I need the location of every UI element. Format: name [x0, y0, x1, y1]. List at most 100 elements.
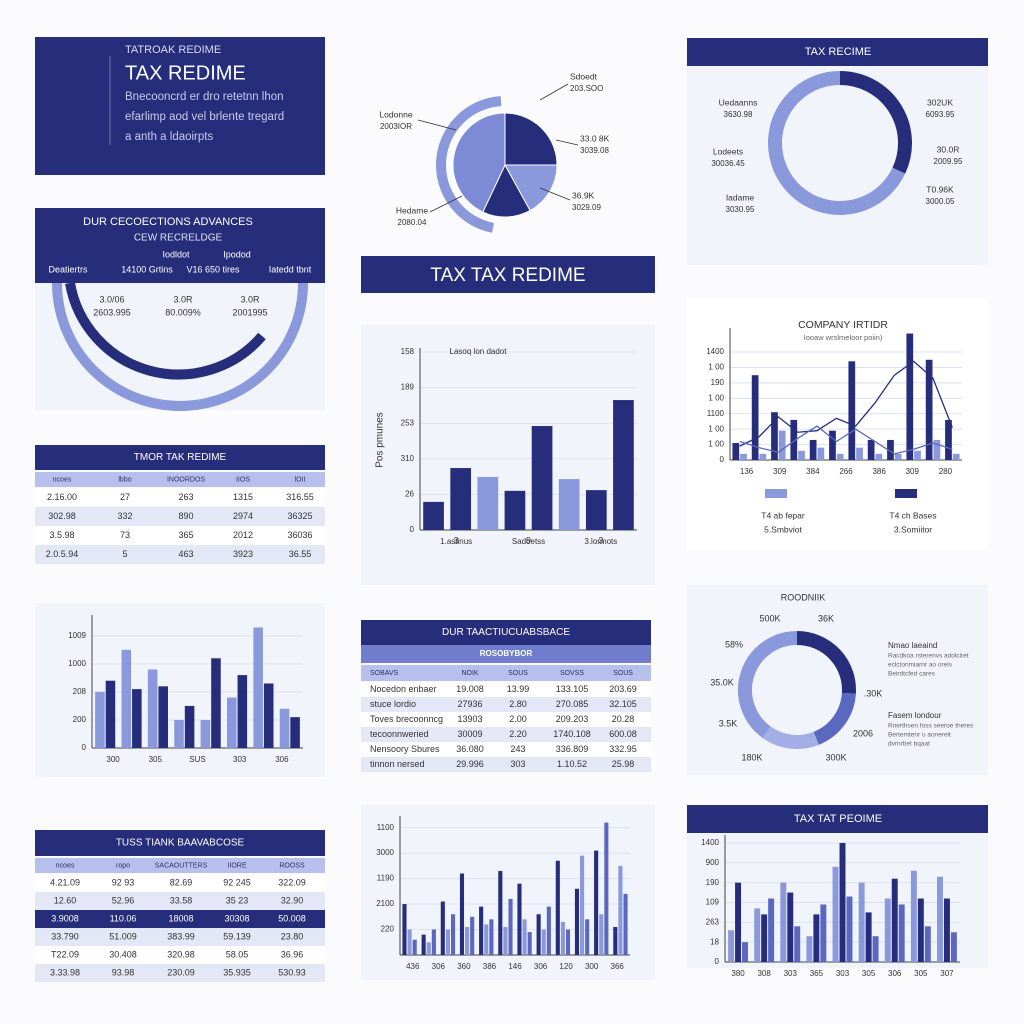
bar — [798, 450, 805, 460]
table-cell: 13.99 — [507, 684, 530, 694]
table-cell: 243 — [510, 744, 525, 754]
donut-label: Lodeets — [713, 146, 743, 156]
bar — [839, 842, 846, 962]
header-text: 14100 Grtins — [121, 264, 173, 274]
bar — [846, 896, 853, 962]
table-header-cell: NOIK — [461, 670, 478, 677]
donut-label: 58% — [725, 639, 743, 649]
bar — [132, 689, 142, 748]
bar — [565, 929, 571, 955]
header-text: Iodldot — [162, 249, 190, 259]
bar — [778, 430, 786, 460]
donut-label: Uedaanns — [719, 97, 758, 107]
table-row — [35, 892, 325, 910]
advances-header — [35, 208, 325, 283]
table-cell: 32.105 — [609, 699, 637, 709]
bar — [470, 916, 475, 955]
table-row — [35, 874, 325, 892]
donut-label: 2006 — [853, 728, 873, 738]
pie-label: Lodonne — [379, 109, 412, 119]
bar — [751, 375, 759, 460]
table-cell: 59.139 — [223, 931, 251, 941]
bar — [279, 708, 290, 748]
line — [739, 360, 953, 447]
table-header — [35, 858, 325, 873]
line — [739, 425, 953, 455]
table-cell: 36036 — [287, 530, 312, 540]
legend-label: 5.Smbviot — [764, 524, 802, 534]
x-note: 3 — [598, 535, 603, 545]
bar — [555, 860, 560, 955]
bar — [813, 914, 820, 962]
banner — [361, 256, 655, 293]
table-row — [361, 742, 651, 757]
leader-line — [539, 83, 569, 101]
table-cell: 332.95 — [609, 744, 637, 754]
x-tick-label: 305 — [862, 969, 876, 978]
bar — [914, 450, 921, 460]
y-tick-label: 189 — [401, 383, 415, 392]
x-tick-label: 306 — [888, 969, 902, 978]
table-cell: 2012 — [233, 530, 253, 540]
intro-title: TAX REDIME — [125, 62, 246, 84]
y-tick-label: 0 — [82, 743, 87, 752]
bar — [536, 914, 541, 955]
table-cell: 50.008 — [278, 913, 306, 923]
bar — [574, 888, 580, 955]
x-tick-label: 266 — [839, 467, 853, 476]
table-title: TUSS TIANK BAAVABCOSE — [116, 838, 245, 849]
x-note: 3 — [454, 535, 459, 545]
table-cell: 2974 — [233, 511, 253, 521]
bar — [431, 929, 436, 955]
donut-label: 30.0R — [937, 144, 960, 154]
donut-label: 300K — [825, 752, 846, 762]
bar — [806, 936, 813, 962]
table-cell: 1.10.52 — [557, 759, 587, 769]
donut-segment — [768, 71, 906, 215]
table-cell: 32.90 — [281, 895, 304, 905]
x-tick-label: 303 — [784, 969, 798, 978]
bar — [527, 932, 532, 955]
bar — [872, 936, 879, 962]
table-cell: 1740.108 — [553, 729, 591, 739]
panel-header — [687, 805, 988, 833]
table-cell: 73 — [120, 530, 130, 540]
panel-subtitle: CEW RECRELDGE — [134, 233, 223, 244]
table-cell: 52.96 — [112, 895, 135, 905]
bar — [421, 934, 426, 955]
table-cell: 336.809 — [556, 744, 589, 754]
header-text: Iatedd tbnt — [269, 264, 312, 274]
table-cell: 365 — [178, 530, 193, 540]
banner-title: TAX TAX REDIME — [430, 265, 585, 286]
table-row — [361, 727, 651, 742]
x-tick-label: 384 — [806, 467, 820, 476]
bar — [558, 479, 580, 530]
bar — [768, 898, 775, 962]
bar — [732, 443, 740, 460]
bar — [848, 361, 856, 460]
donut-label: 500K — [759, 613, 780, 623]
bar — [450, 914, 456, 955]
table-header-cell: ncoes — [56, 862, 75, 869]
bar — [761, 914, 768, 962]
bar — [898, 904, 905, 962]
y-tick-label: 2100 — [376, 899, 394, 908]
table-cell: 93.98 — [112, 967, 135, 977]
table-cell: 1315 — [233, 492, 253, 502]
table-row — [361, 697, 651, 712]
table-row — [35, 964, 325, 982]
pie-slice — [504, 112, 558, 166]
bar — [754, 908, 761, 962]
table-row — [35, 507, 325, 526]
note-text: dvrnrbet bqaat — [888, 741, 930, 748]
table-cell: tinnon nersed — [370, 759, 425, 769]
table-header — [35, 472, 325, 487]
donut-label: T0.96K — [926, 184, 954, 194]
bar — [924, 926, 931, 962]
donut-label: 35.0K — [710, 677, 734, 687]
table-cell: 27936 — [457, 699, 482, 709]
x-tick-label: 303 — [836, 969, 850, 978]
x-tick-label: 380 — [731, 969, 745, 978]
bar — [891, 878, 898, 962]
table-cell: 51.009 — [109, 931, 137, 941]
